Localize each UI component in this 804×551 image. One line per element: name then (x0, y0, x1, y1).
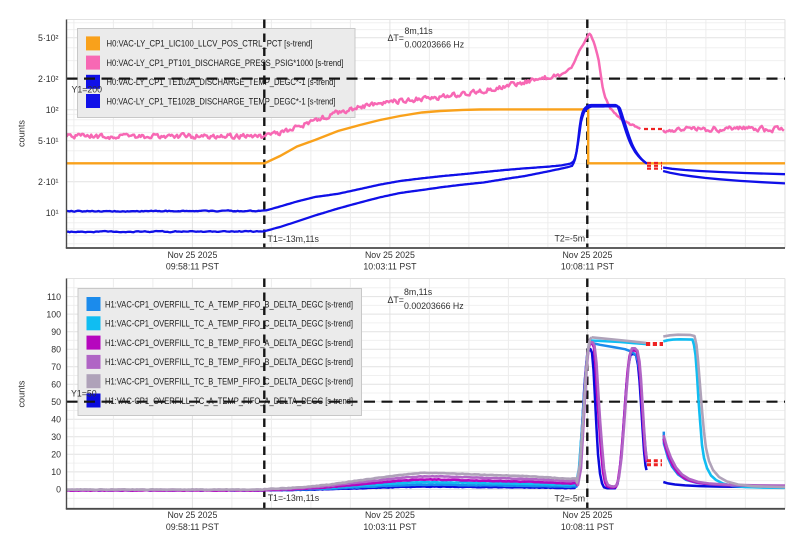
svg-text:40: 40 (51, 414, 61, 424)
svg-text:100: 100 (46, 309, 61, 319)
svg-text:90: 90 (51, 327, 61, 337)
svg-text:H1:VAC-CP1_OVERFILL_TC_B_TEMP_: H1:VAC-CP1_OVERFILL_TC_B_TEMP_FIFO_A_DEL… (105, 338, 353, 348)
svg-text:H0:VAC-LY_CP1_LIC100_LLCV_POS_: H0:VAC-LY_CP1_LIC100_LLCV_POS_CTRL_PCT [… (107, 39, 313, 49)
svg-text:counts: counts (16, 380, 26, 407)
svg-text:09:58:11 PST: 09:58:11 PST (166, 262, 220, 272)
svg-text:0.00203666 Hz: 0.00203666 Hz (404, 301, 464, 311)
svg-text:10²: 10² (46, 105, 59, 115)
svg-text:H0:VAC-LY_CP1_TE102A_DISCHARGE: H0:VAC-LY_CP1_TE102A_DISCHARGE_TEMP_DEGC… (107, 77, 336, 87)
svg-text:2·10²: 2·10² (38, 74, 59, 84)
svg-text:70: 70 (51, 362, 61, 372)
svg-text:H1:VAC-CP1_OVERFILL_TC_B_TEMP_: H1:VAC-CP1_OVERFILL_TC_B_TEMP_FIFO_B_DEL… (105, 357, 353, 367)
svg-text:ΔT=: ΔT= (388, 33, 404, 43)
svg-text:Y1=50: Y1=50 (71, 389, 97, 399)
svg-text:10:03:11 PST: 10:03:11 PST (363, 522, 417, 532)
svg-text:8m,11s: 8m,11s (405, 26, 434, 36)
svg-text:Nov 25 2025: Nov 25 2025 (562, 250, 612, 260)
svg-text:5·10¹: 5·10¹ (38, 136, 59, 146)
svg-text:Nov 25 2025: Nov 25 2025 (365, 510, 415, 520)
svg-text:Nov 25 2025: Nov 25 2025 (562, 510, 612, 520)
svg-text:60: 60 (51, 379, 61, 389)
svg-text:Nov 25 2025: Nov 25 2025 (167, 250, 217, 260)
svg-text:2·10¹: 2·10¹ (38, 177, 59, 187)
svg-text:H1:VAC-CP1_OVERFILL_TC_B_TEMP_: H1:VAC-CP1_OVERFILL_TC_B_TEMP_FIFO_C_DEL… (105, 377, 353, 387)
svg-text:50: 50 (51, 397, 61, 407)
svg-text:30: 30 (51, 432, 61, 442)
svg-text:ΔT=: ΔT= (388, 295, 404, 305)
svg-text:H1:VAC-CP1_OVERFILL_TC_A_TEMP_: H1:VAC-CP1_OVERFILL_TC_A_TEMP_FIFO_C_DEL… (105, 319, 353, 329)
svg-text:Nov 25 2025: Nov 25 2025 (167, 510, 217, 520)
svg-text:H0:VAC-LY_CP1_PT101_DISCHARGE_: H0:VAC-LY_CP1_PT101_DISCHARGE_PRESS_PSIG… (107, 58, 344, 68)
svg-text:10¹: 10¹ (46, 208, 59, 218)
svg-text:T1=-13m,11s: T1=-13m,11s (268, 493, 320, 503)
svg-text:Y1=200: Y1=200 (72, 84, 103, 94)
svg-text:T2=-5m: T2=-5m (555, 494, 586, 504)
svg-text:T2=-5m: T2=-5m (555, 234, 586, 244)
svg-text:10:03:11 PST: 10:03:11 PST (363, 262, 417, 272)
svg-text:10:08:11 PST: 10:08:11 PST (561, 262, 615, 272)
svg-text:09:58:11 PST: 09:58:11 PST (166, 522, 220, 532)
svg-text:8m,11s: 8m,11s (404, 287, 433, 297)
svg-text:H0:VAC-LY_CP1_TE102B_DISCHARGE: H0:VAC-LY_CP1_TE102B_DISCHARGE_TEMP_DEGC… (107, 96, 336, 106)
svg-text:10:08:11 PST: 10:08:11 PST (561, 522, 615, 532)
svg-text:20: 20 (51, 450, 61, 460)
svg-text:0: 0 (56, 485, 61, 495)
svg-text:5·10²: 5·10² (38, 33, 59, 43)
svg-text:counts: counts (16, 120, 26, 147)
svg-text:110: 110 (47, 292, 61, 302)
svg-text:10: 10 (51, 467, 61, 477)
svg-text:0.00203666 Hz: 0.00203666 Hz (405, 40, 465, 50)
svg-text:H1:VAC-CP1_OVERFILL_TC_A_TEMP_: H1:VAC-CP1_OVERFILL_TC_A_TEMP_FIFO_B_DEL… (105, 299, 353, 309)
svg-text:80: 80 (51, 344, 61, 354)
svg-text:T1=-13m,11s: T1=-13m,11s (268, 234, 320, 244)
svg-text:Nov 25 2025: Nov 25 2025 (365, 250, 415, 260)
